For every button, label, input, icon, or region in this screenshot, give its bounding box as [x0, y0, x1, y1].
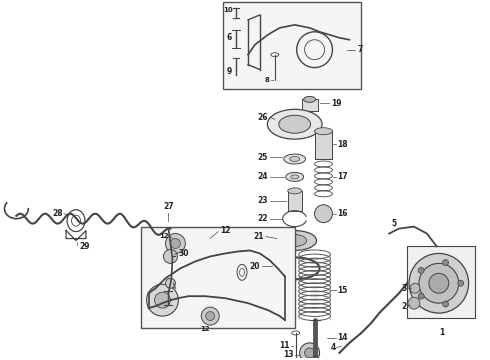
Circle shape [418, 293, 424, 299]
Circle shape [409, 253, 468, 313]
Text: 10: 10 [223, 7, 233, 13]
Bar [223, 2, 361, 89]
Text: 3: 3 [402, 284, 407, 293]
Circle shape [154, 292, 171, 308]
Text: 17: 17 [338, 172, 348, 181]
Bar [302, 99, 318, 111]
Ellipse shape [315, 128, 332, 135]
Text: 16: 16 [338, 209, 348, 218]
Ellipse shape [290, 157, 300, 162]
Text: 9: 9 [227, 67, 232, 76]
Ellipse shape [279, 115, 311, 133]
Ellipse shape [304, 96, 316, 102]
Circle shape [166, 234, 185, 253]
Text: 12: 12 [200, 326, 210, 332]
Bar [407, 247, 475, 318]
Circle shape [164, 249, 177, 264]
Text: 15: 15 [338, 286, 348, 295]
Text: 24: 24 [257, 172, 268, 181]
Ellipse shape [291, 175, 299, 179]
Circle shape [300, 343, 319, 360]
Text: 25: 25 [257, 153, 268, 162]
Bar [288, 191, 302, 211]
Text: 1: 1 [439, 328, 444, 337]
Text: 20: 20 [249, 262, 260, 271]
Text: 5: 5 [391, 219, 396, 228]
Circle shape [419, 264, 459, 303]
Ellipse shape [268, 109, 322, 139]
Text: 29: 29 [79, 242, 90, 251]
Circle shape [429, 273, 449, 293]
Circle shape [305, 348, 315, 358]
Text: 18: 18 [338, 140, 348, 149]
Circle shape [418, 267, 424, 273]
Ellipse shape [286, 172, 304, 181]
Text: 12: 12 [159, 233, 169, 239]
Text: 30: 30 [178, 249, 189, 258]
Text: 12: 12 [220, 226, 231, 235]
Text: 19: 19 [331, 99, 342, 108]
Circle shape [442, 301, 448, 307]
Text: 2: 2 [402, 302, 407, 311]
Circle shape [315, 205, 332, 222]
Circle shape [147, 284, 178, 316]
Text: 8: 8 [265, 77, 270, 82]
Circle shape [206, 312, 215, 320]
Text: 11: 11 [279, 341, 290, 350]
Text: 22: 22 [257, 214, 268, 223]
Circle shape [442, 260, 448, 265]
Text: 21: 21 [253, 232, 264, 241]
Text: 7: 7 [357, 45, 363, 54]
Text: 14: 14 [338, 333, 348, 342]
Bar [315, 131, 332, 159]
Circle shape [171, 239, 180, 248]
Text: 26: 26 [257, 113, 268, 122]
Text: 28: 28 [52, 209, 63, 218]
Text: 6: 6 [227, 33, 232, 42]
Circle shape [408, 297, 420, 309]
Ellipse shape [273, 231, 317, 251]
Text: 23: 23 [257, 196, 268, 205]
Ellipse shape [283, 235, 307, 247]
Circle shape [166, 278, 175, 288]
Bar [141, 226, 294, 328]
Circle shape [458, 280, 464, 286]
Ellipse shape [288, 188, 302, 194]
Text: 4: 4 [330, 343, 336, 352]
Circle shape [410, 283, 420, 293]
Text: 13: 13 [283, 350, 294, 359]
Text: 27: 27 [163, 202, 174, 211]
Circle shape [201, 307, 219, 325]
Ellipse shape [284, 154, 306, 164]
